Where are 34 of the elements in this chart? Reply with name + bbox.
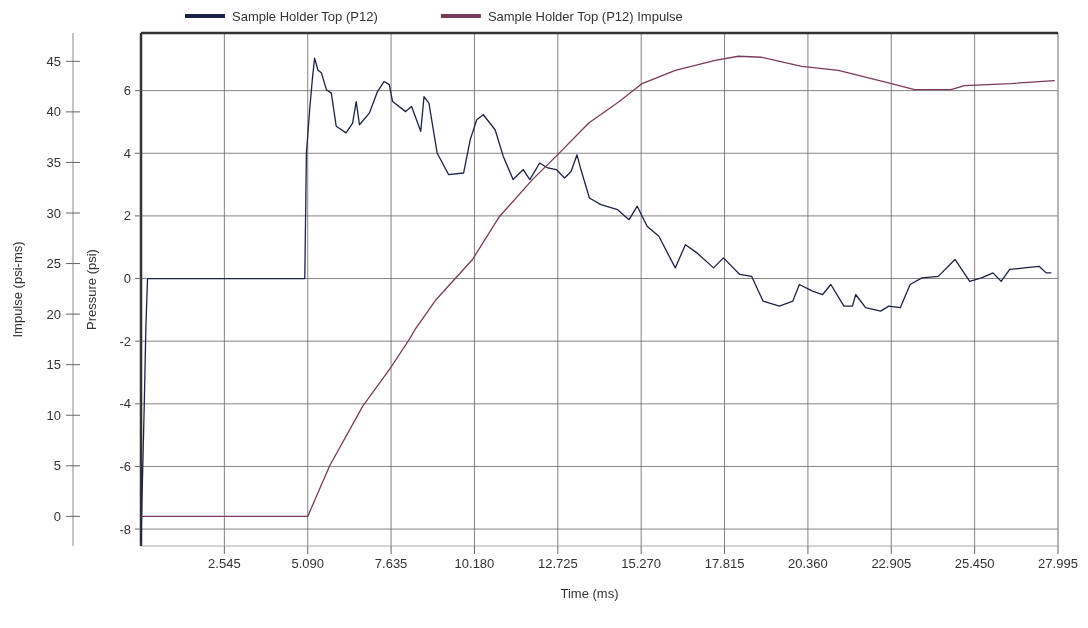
legend-label: Sample Holder Top (P12): [232, 9, 378, 24]
y-tick-label: -4: [119, 396, 131, 412]
y2-tick-label: 10: [46, 407, 61, 423]
y2-tick-label: 5: [53, 458, 61, 474]
y-tick-label: 2: [123, 208, 131, 224]
x-tick-label: 10.180: [454, 556, 495, 571]
y2-axis-title: Impulse (psi-ms): [10, 241, 25, 338]
y-tick-label: 4: [123, 145, 131, 161]
x-axis-title: Time (ms): [560, 586, 619, 601]
y2-tick-label: 45: [46, 53, 61, 69]
y2-tick-label: 15: [46, 357, 61, 373]
x-tick-label: 5.090: [291, 556, 324, 571]
x-tick-label: 12.725: [537, 556, 578, 571]
legend-label: Sample Holder Top (P12) Impulse: [487, 9, 683, 24]
y-tick-label: -6: [119, 458, 131, 474]
y2-tick-label: 35: [46, 154, 61, 170]
y2-tick-label: 0: [53, 508, 61, 524]
x-tick-label: 15.270: [621, 556, 662, 571]
y-tick-label: -8: [119, 521, 131, 537]
x-tick-label: 22.905: [871, 556, 912, 571]
y-axis-title: Pressure (psi): [84, 249, 99, 330]
x-tick-label: 7.635: [374, 556, 408, 571]
x-tick-label: 25.450: [954, 556, 995, 571]
x-tick-label: 2.545: [208, 556, 241, 571]
y-tick-label: -2: [119, 333, 131, 349]
y2-tick-label: 30: [46, 205, 61, 221]
x-tick-label: 20.360: [788, 556, 828, 571]
y2-tick-label: 25: [46, 256, 61, 272]
y-tick-label: 0: [123, 271, 131, 287]
y2-tick-label: 40: [46, 104, 61, 120]
x-tick-label: 17.815: [704, 556, 745, 571]
y2-tick-label: 20: [46, 306, 61, 322]
y-tick-label: 6: [123, 83, 131, 99]
x-tick-label: 27.995: [1038, 556, 1078, 571]
